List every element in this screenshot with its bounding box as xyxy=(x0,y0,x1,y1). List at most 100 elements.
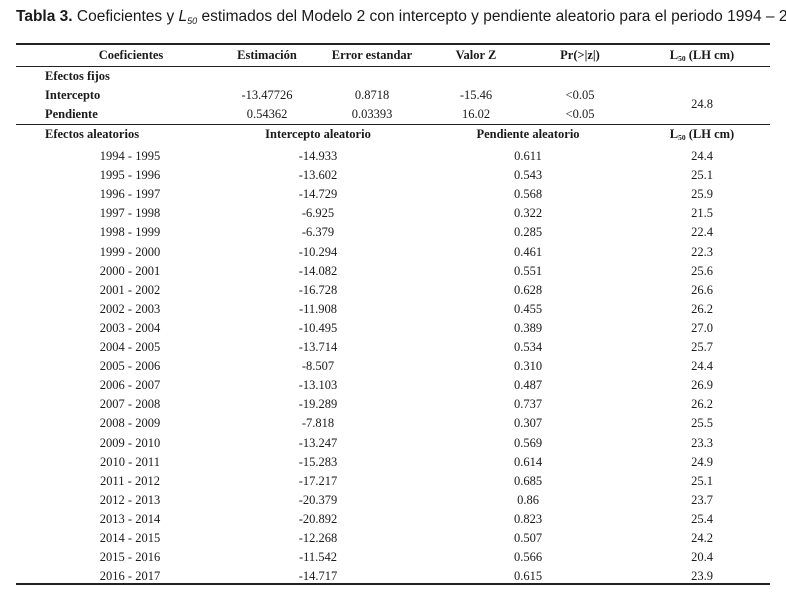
caption-label: Tabla 3. xyxy=(16,8,73,25)
intercept-cell: -14.729 xyxy=(298,187,338,202)
caption-text-pre: Coeficientes y xyxy=(72,8,179,25)
l50-cell: 22.3 xyxy=(691,244,713,259)
slope-cell: 0.534 xyxy=(513,340,543,354)
header-error-estandar: Error estandar xyxy=(331,48,413,62)
fixed-row-p: <0.05 xyxy=(565,88,595,102)
header-pr-z: Pr(>|z|) xyxy=(560,48,600,62)
period-cell: 2007 - 2008 xyxy=(99,397,161,412)
period-cell: 2002 - 2003 xyxy=(99,301,161,316)
slope-cell: 0.823 xyxy=(513,511,543,526)
fixed-row-err: 0.8718 xyxy=(354,88,390,102)
top-rule xyxy=(16,43,770,45)
l50-cell: 26.9 xyxy=(691,378,713,393)
period-cell: 2013 - 2014 xyxy=(99,511,161,526)
l50-cell: 25.7 xyxy=(691,340,713,354)
l50-cell: 23.7 xyxy=(691,492,713,507)
table-caption: Tabla 3. Coeficientes y L50 estimados de… xyxy=(16,6,786,32)
slope-cell: 0.614 xyxy=(513,454,543,469)
intercept-cell: -14.933 xyxy=(298,149,338,163)
slope-cell: 0.322 xyxy=(513,206,543,221)
period-cell: 2004 - 2005 xyxy=(99,340,161,354)
slope-cell: 0.455 xyxy=(513,301,543,316)
period-cell: 2008 - 2009 xyxy=(99,416,161,431)
slope-cell: 0.461 xyxy=(513,244,543,259)
l50-cell: 27.0 xyxy=(691,320,713,335)
section-efectos-fijos: Efectos fijos xyxy=(45,69,110,83)
header-l50-main: L xyxy=(669,48,679,62)
l50-cell: 22.4 xyxy=(691,225,713,240)
intercept-cell: -7.818 xyxy=(301,416,335,431)
period-cell: 2014 - 2015 xyxy=(99,531,161,545)
l50-cell: 23.3 xyxy=(691,435,713,450)
header-random-l50-unit: (LH cm) xyxy=(685,127,735,141)
slope-cell: 0.551 xyxy=(513,263,543,278)
l50-cell: 23.9 xyxy=(691,569,713,584)
l50-cell: 25.4 xyxy=(691,511,713,526)
header-random-l50-main: L xyxy=(669,127,679,141)
slope-cell: 0.566 xyxy=(513,550,543,565)
l50-cell: 26.2 xyxy=(691,301,713,316)
l50-cell: 25.5 xyxy=(691,416,713,431)
intercept-cell: -20.892 xyxy=(298,511,338,526)
intercept-cell: -10.294 xyxy=(298,244,338,259)
intercept-cell: -10.495 xyxy=(298,320,338,335)
caption-var: L xyxy=(178,8,188,25)
period-cell: 2015 - 2016 xyxy=(99,550,161,565)
period-cell: 1997 - 1998 xyxy=(99,206,161,221)
period-cell: 2001 - 2002 xyxy=(99,282,161,297)
header-l50-unit: (LH cm) xyxy=(685,48,735,62)
period-cell: 2006 - 2007 xyxy=(99,378,161,393)
intercept-cell: -11.542 xyxy=(298,550,338,565)
intercept-cell: -11.908 xyxy=(298,301,338,316)
fixed-row-name: Pendiente xyxy=(45,107,98,121)
header-pendiente-aleatorio: Pendiente aleatorio xyxy=(476,127,580,141)
period-cell: 1995 - 1996 xyxy=(99,168,161,183)
fixed-row-p: <0.05 xyxy=(565,107,595,121)
l50-cell: 24.4 xyxy=(691,359,713,374)
section-rule xyxy=(16,124,770,125)
l50-cell: 20.4 xyxy=(691,550,713,565)
slope-cell: 0.569 xyxy=(513,435,543,450)
fixed-row-err: 0.03393 xyxy=(351,107,393,121)
l50-cell: 24.9 xyxy=(691,454,713,469)
header-intercepto-aleatorio: Intercepto aleatorio xyxy=(265,127,371,141)
intercept-cell: -16.728 xyxy=(298,282,338,297)
caption-text-post: estimados del Modelo 2 con intercepto y … xyxy=(197,8,786,25)
bottom-rule xyxy=(16,583,770,585)
fixed-row-name: Intercepto xyxy=(45,88,101,102)
fixed-row-est: 0.54362 xyxy=(246,107,288,121)
intercept-cell: -8.507 xyxy=(301,359,335,374)
slope-cell: 0.737 xyxy=(513,397,543,412)
slope-cell: 0.389 xyxy=(513,320,543,335)
l50-cell: 21.5 xyxy=(691,206,713,221)
intercept-cell: -6.925 xyxy=(301,206,335,221)
intercept-cell: -19.289 xyxy=(298,397,338,412)
slope-cell: 0.487 xyxy=(513,378,543,393)
section-efectos-aleatorios: Efectos aleatorios xyxy=(45,127,140,141)
l50-cell: 25.9 xyxy=(691,187,713,202)
slope-cell: 0.307 xyxy=(513,416,543,431)
intercept-cell: -13.247 xyxy=(298,435,338,450)
header-rule xyxy=(16,66,770,67)
period-cell: 1998 - 1999 xyxy=(99,225,161,240)
intercept-cell: -13.602 xyxy=(298,168,338,183)
header-valor-z: Valor Z xyxy=(455,48,497,62)
intercept-cell: -14.082 xyxy=(298,263,338,278)
header-random-l50-sub: 50 xyxy=(678,133,686,142)
header-random-l50: L50 (LH cm) xyxy=(670,126,734,146)
period-cell: 2011 - 2012 xyxy=(100,473,160,488)
period-cell: 1999 - 2000 xyxy=(99,244,161,259)
period-cell: 2003 - 2004 xyxy=(99,320,161,335)
header-l50: L50 (LH cm) xyxy=(670,47,734,67)
l50-cell: 26.6 xyxy=(691,282,713,297)
header-coeficientes: Coeficientes xyxy=(98,48,164,62)
period-cell: 2012 - 2013 xyxy=(99,492,161,507)
intercept-cell: -13.103 xyxy=(298,378,338,393)
slope-cell: 0.285 xyxy=(513,225,543,240)
fixed-row-z: 16.02 xyxy=(461,107,491,121)
l50-cell: 25.1 xyxy=(691,473,713,488)
l50-cell: 26.2 xyxy=(691,397,713,412)
intercept-cell: -15.283 xyxy=(298,454,338,469)
intercept-cell: -17.217 xyxy=(298,473,338,488)
slope-cell: 0.615 xyxy=(513,569,543,584)
